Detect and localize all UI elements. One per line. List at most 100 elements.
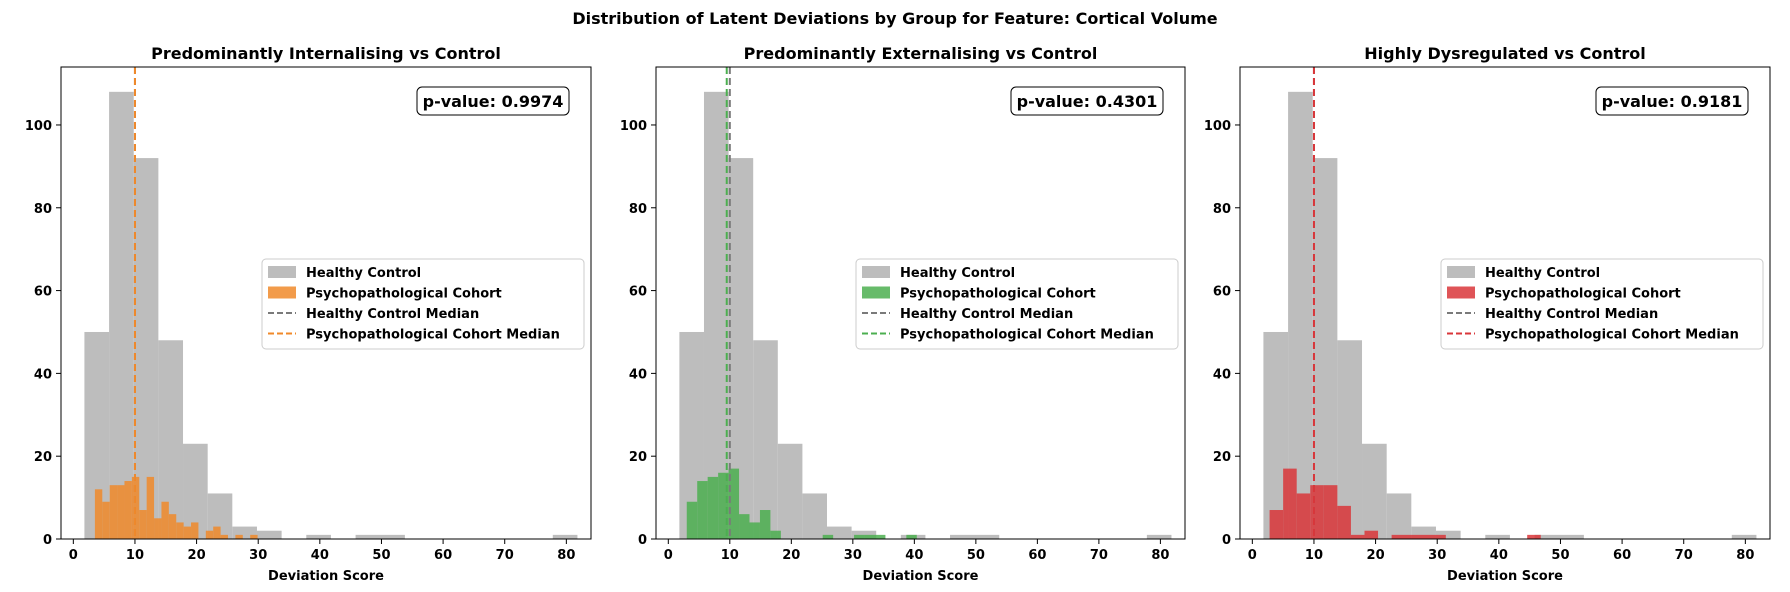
p-value-text: p-value: 0.9974 bbox=[423, 92, 564, 111]
histogram-bar-cohort bbox=[161, 501, 169, 539]
x-tick-label: 10 bbox=[721, 548, 739, 563]
legend-swatch-control bbox=[862, 266, 890, 278]
x-axis-label: Deviation Score bbox=[268, 569, 384, 584]
y-tick-label: 60 bbox=[1213, 285, 1231, 300]
chart-panel-3: Highly Dysregulated vs Control 0 10 20 30 40 5… bbox=[1204, 44, 1771, 584]
histogram-bar-control bbox=[753, 340, 778, 539]
histogram-bar-cohort bbox=[1296, 493, 1311, 539]
legend-label: Healthy Control bbox=[306, 266, 421, 281]
histogram-bar-cohort bbox=[1527, 534, 1541, 539]
histogram-bar-cohort bbox=[854, 534, 865, 539]
y-tick-label: 0 bbox=[1222, 533, 1231, 548]
legend-label: Healthy Control Median bbox=[900, 307, 1073, 322]
x-tick-label: 60 bbox=[1028, 548, 1046, 563]
x-tick-label: 50 bbox=[967, 548, 985, 563]
histogram-bar-control bbox=[1435, 530, 1461, 539]
histogram-bar-cohort bbox=[102, 501, 110, 539]
histogram-bar-cohort bbox=[1391, 534, 1446, 539]
histogram-bar-control bbox=[1485, 534, 1510, 539]
p-value-box bbox=[1010, 86, 1164, 116]
histogram-bar-control bbox=[355, 534, 405, 539]
histogram-bar-control bbox=[950, 534, 1000, 539]
histogram-bar-cohort bbox=[94, 489, 103, 539]
y-tick-label: 60 bbox=[34, 285, 52, 300]
histogram-bar-cohort bbox=[749, 522, 760, 539]
y-tick-label: 100 bbox=[1204, 119, 1231, 134]
histogram-bar-control bbox=[1362, 443, 1387, 539]
legend-swatch-control bbox=[268, 266, 296, 278]
histogram-bar-cohort bbox=[235, 534, 243, 539]
y-tick-label: 20 bbox=[629, 450, 647, 465]
histogram-bar-cohort bbox=[183, 526, 192, 539]
histogram-bar-cohort bbox=[117, 485, 125, 539]
histogram-bar-cohort bbox=[707, 476, 719, 539]
legend-swatch-cohort bbox=[1447, 286, 1475, 299]
legend-label: Psychopathological Cohort bbox=[1485, 287, 1681, 302]
legend-label: Psychopathological Cohort Median bbox=[1485, 328, 1739, 343]
histogram-bar-cohort bbox=[1323, 485, 1338, 539]
legend-swatch-cohort bbox=[268, 286, 296, 299]
histogram-bar-cohort bbox=[1364, 530, 1379, 539]
x-tick-label: 0 bbox=[1248, 548, 1257, 563]
x-tick-label: 40 bbox=[311, 548, 329, 563]
axes-frame bbox=[655, 66, 1186, 540]
histogram-bar-cohort bbox=[176, 522, 184, 539]
x-axis-label: Deviation Score bbox=[1447, 569, 1563, 584]
x-tick-label: 80 bbox=[1736, 548, 1754, 563]
y-tick-label: 80 bbox=[1213, 202, 1231, 217]
x-tick-label: 40 bbox=[905, 548, 923, 563]
chart-panel-2: Predominantly Externalising vs Control 0 1… bbox=[620, 44, 1186, 584]
histogram-bar-control bbox=[1312, 158, 1338, 540]
histogram-bar-control bbox=[802, 493, 828, 539]
histogram-bar-control bbox=[703, 91, 729, 539]
axes-frame bbox=[1239, 66, 1771, 540]
panel-title: Highly Dysregulated vs Control bbox=[1364, 44, 1646, 63]
histogram-bar-cohort bbox=[864, 534, 886, 539]
y-tick-label: 40 bbox=[1213, 367, 1231, 382]
y-tick-label: 100 bbox=[620, 119, 647, 134]
histogram-bar-cohort bbox=[686, 501, 698, 539]
histogram-bar-cohort bbox=[697, 481, 708, 539]
histogram-bar-cohort bbox=[205, 530, 214, 539]
panel-title: Predominantly Internalising vs Control bbox=[151, 44, 501, 63]
x-tick-label: 60 bbox=[1613, 548, 1631, 563]
legend-label: Psychopathological Cohort bbox=[900, 287, 1096, 302]
x-tick-label: 20 bbox=[188, 548, 206, 563]
histogram-bar-cohort bbox=[168, 514, 177, 539]
y-tick-label: 80 bbox=[629, 202, 647, 217]
legend-frame bbox=[855, 258, 1179, 350]
x-tick-label: 80 bbox=[557, 548, 575, 563]
histogram-bar-cohort bbox=[1337, 505, 1351, 539]
legend-label: Healthy Control Median bbox=[1485, 307, 1658, 322]
histogram-bar-control bbox=[1146, 534, 1172, 539]
histogram-bar-cohort bbox=[759, 510, 771, 539]
histogram-bar-control bbox=[777, 443, 803, 539]
histogram-bar-cohort bbox=[154, 518, 162, 539]
chart-panel-1: Predominantly Internalising vs Control 0 1… bbox=[25, 44, 592, 584]
x-tick-label: 20 bbox=[782, 548, 800, 563]
histogram-bar-cohort bbox=[1350, 534, 1365, 539]
histogram-bar-cohort bbox=[191, 522, 199, 539]
histogram-bar-cohort bbox=[770, 530, 781, 539]
x-tick-label: 0 bbox=[664, 548, 673, 563]
histogram-bar-cohort bbox=[718, 472, 729, 539]
histogram-bar-cohort bbox=[728, 468, 740, 539]
histogram-bar-control bbox=[133, 158, 159, 540]
legend: Healthy Control Psychopathological Cohort… bbox=[855, 258, 1179, 350]
histogram-bar-cohort bbox=[124, 481, 132, 539]
p-value-box bbox=[1595, 86, 1749, 116]
x-tick-label: 70 bbox=[1675, 548, 1693, 563]
figure-suptitle: Distribution of Latent Deviations by Gro… bbox=[572, 9, 1217, 28]
x-tick-label: 30 bbox=[1428, 548, 1446, 563]
histogram-bar-cohort bbox=[822, 534, 834, 539]
x-tick-label: 70 bbox=[1090, 548, 1108, 563]
histogram-bar-cohort bbox=[906, 534, 917, 539]
histogram-bar-cohort bbox=[139, 510, 147, 539]
legend-swatch-control bbox=[1447, 266, 1475, 278]
legend-label: Psychopathological Cohort Median bbox=[900, 328, 1154, 343]
y-tick-label: 80 bbox=[34, 202, 52, 217]
y-tick-label: 0 bbox=[43, 533, 52, 548]
histogram-bar-control bbox=[1731, 534, 1757, 539]
x-tick-label: 40 bbox=[1490, 548, 1508, 563]
